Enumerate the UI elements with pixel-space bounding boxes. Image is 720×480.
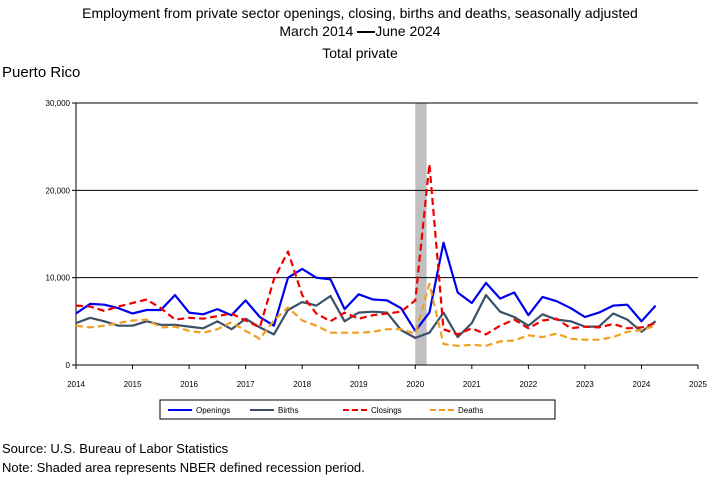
x-tick-label: 2024	[633, 380, 651, 389]
chart-title: Employment from private sector openings,…	[82, 5, 638, 21]
chart-subtitle-industry: Total private	[322, 45, 398, 61]
y-tick-label: 30,000	[46, 99, 71, 108]
series-line-openings	[75, 241, 657, 332]
legend-label-births: Births	[278, 406, 298, 415]
x-tick-label: 2025	[689, 380, 707, 389]
chart-subtitle-dates: March 2014 June 2024	[0, 22, 720, 40]
y-tick-label: 20,000	[46, 186, 71, 195]
x-tick-label: 2020	[406, 380, 424, 389]
y-tick-label: 10,000	[46, 274, 71, 283]
x-tick-label: 2014	[67, 380, 85, 389]
line-chart: 0 10,000 20,000 30,000 2014 2015 2016 2017 2018 2…	[46, 99, 707, 420]
source-note: Source: U.S. Bureau of Labor Statistics	[2, 441, 229, 456]
subtitle-end: June 2024	[375, 23, 441, 39]
series-line-closings	[75, 163, 656, 336]
subtitle-start: March 2014	[279, 23, 354, 39]
region-label: Puerto Rico	[2, 64, 81, 81]
legend-label-closings: Closings	[371, 406, 402, 415]
x-tick-label: 2019	[350, 380, 368, 389]
x-tick-label: 2018	[293, 380, 311, 389]
x-tick-label: 2021	[463, 380, 481, 389]
y-tick-label: 0	[66, 361, 71, 370]
x-tick-label: 2017	[237, 380, 255, 389]
x-tick-label: 2022	[519, 380, 537, 389]
recession-note: Note: Shaded area represents NBER define…	[2, 460, 365, 475]
x-tick-label: 2015	[124, 380, 142, 389]
x-tick-label: 2023	[576, 380, 594, 389]
legend-label-openings: Openings	[196, 406, 230, 415]
recession-band	[415, 103, 427, 365]
legend-label-deaths: Deaths	[458, 406, 483, 415]
subtitle-dash	[357, 31, 376, 34]
series-line-deaths	[75, 282, 656, 347]
x-tick-label: 2016	[180, 380, 198, 389]
